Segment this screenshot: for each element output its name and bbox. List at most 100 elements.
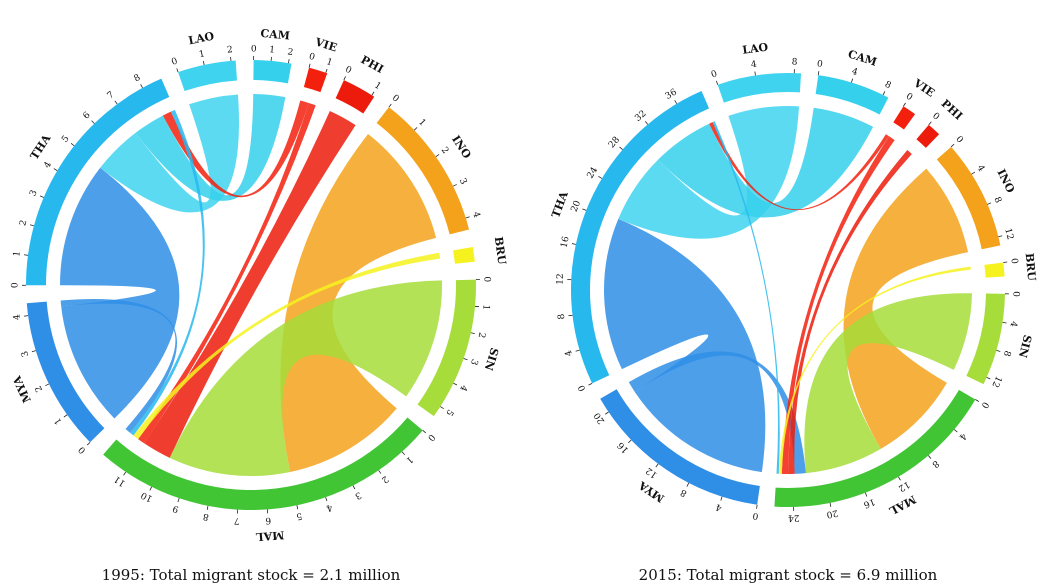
tick-label-ino: 12 [1002, 227, 1015, 241]
tick-label-tha: 24 [586, 165, 601, 180]
node-label-mya: MYA [10, 373, 34, 404]
caption-1995: 1995: Total migrant stock = 2.1 million [102, 566, 401, 584]
tick-label-mal: 8 [202, 511, 210, 522]
tick-mark [674, 100, 678, 104]
tick-mark [24, 315, 29, 317]
tick-mark [655, 463, 659, 468]
tick-mark [288, 59, 290, 64]
tick-label-bru: 0 [1008, 258, 1019, 265]
node-label-lao: LAO [742, 40, 770, 56]
tick-label-cam: 0 [251, 44, 257, 54]
tick-label-mal: 11 [112, 473, 127, 488]
tick-mark [986, 376, 991, 380]
tick-label-mal: 1 [404, 454, 415, 465]
tick-mark [571, 243, 576, 245]
node-label-lao: LAO [187, 29, 215, 47]
ribbon-ino-to-mal [280, 134, 437, 472]
tick-label-tha: 8 [557, 313, 568, 320]
tick-label-tha: 6 [81, 110, 92, 121]
tick-mark [452, 184, 457, 187]
tick-mark [605, 411, 609, 415]
tick-mark [575, 349, 580, 352]
tick-label-lao: 4 [750, 60, 757, 71]
tick-label-tha: 4 [42, 160, 54, 170]
tick-label-mal: 10 [139, 489, 154, 503]
arc-sin [417, 279, 476, 417]
tick-mark [1002, 322, 1007, 324]
tick-mark [413, 127, 418, 131]
tick-mark [975, 399, 980, 402]
node-label-mal: MAL [255, 528, 285, 543]
tick-mark [754, 71, 756, 76]
tick-mark [296, 505, 299, 510]
node-label-cam: CAM [846, 47, 878, 68]
tick-mark [308, 63, 311, 68]
arc-cam [815, 75, 889, 115]
tick-label-mya: 12 [644, 465, 659, 480]
node-label-sin: SIN [1016, 334, 1034, 360]
arc-bru [453, 247, 475, 264]
tick-label-tha: 3 [28, 189, 40, 198]
tick-mark [371, 91, 375, 96]
tick-mark [928, 121, 932, 126]
tick-mark [70, 143, 75, 147]
tick-label-tha: 5 [60, 134, 72, 145]
tick-label-sin: 5 [443, 407, 455, 417]
tick-label-sin: 0 [481, 276, 491, 282]
arc-ino [936, 146, 1001, 250]
tick-label-sin: 4 [457, 383, 469, 393]
tick-label-mal: 6 [265, 515, 272, 525]
node-label-vie: VIE [313, 35, 339, 54]
tick-mark [343, 76, 346, 81]
node-label-mal: MAL [887, 492, 918, 517]
tick-label-sin: 0 [1010, 291, 1020, 297]
tick-label-phi: 1 [372, 81, 382, 93]
tick-mark [140, 84, 143, 89]
tick-label-lao: 2 [227, 45, 234, 55]
tick-mark [378, 470, 382, 474]
tick-mark [114, 100, 118, 105]
tick-label-tha: 7 [106, 90, 117, 102]
tick-mark [91, 120, 95, 124]
tick-label-mya: 4 [12, 313, 23, 320]
tick-label-ino: 4 [975, 163, 987, 173]
tick-mark [206, 505, 209, 510]
ribbon-vie-to-tha [162, 100, 309, 198]
tick-mark [388, 103, 392, 108]
tick-mark [716, 80, 719, 85]
tick-label-tha: 12 [555, 273, 566, 285]
node-label-tha: THA [28, 132, 54, 162]
tick-mark [352, 485, 356, 490]
tick-label-sin: 8 [1001, 349, 1012, 358]
ribbon-cam-to-tha [658, 107, 874, 218]
tick-label-mya: 1 [53, 416, 64, 426]
tick-mark [23, 254, 29, 256]
tick-mark [453, 382, 458, 386]
arc-mya [26, 301, 105, 443]
tick-mark [644, 121, 649, 125]
tick-label-sin: 12 [989, 374, 1003, 389]
tick-label-mal: 12 [896, 479, 911, 493]
tick-label-vie: 1 [325, 57, 334, 68]
caption-2015: 2015: Total migrant stock = 6.9 million [639, 566, 938, 584]
arc-sin [966, 293, 1005, 385]
tick-mark [465, 216, 470, 219]
tick-mark [149, 486, 152, 491]
node-label-vie: VIE [911, 76, 937, 100]
tick-mark [123, 471, 127, 476]
arc-vie [893, 106, 916, 130]
tick-label-vie: 0 [904, 92, 914, 104]
ribbons [60, 94, 443, 476]
tick-label-tha: 1 [12, 250, 23, 257]
arc-lao [717, 73, 802, 103]
node-label-mya: MYA [636, 478, 667, 505]
tick-mark [39, 195, 44, 198]
tick-label-mal: 4 [956, 431, 968, 442]
tick-mark [720, 496, 723, 501]
tick-mark [987, 202, 992, 205]
node-label-tha: THA [549, 189, 571, 219]
tick-label-cam: 4 [850, 67, 859, 78]
tick-mark [29, 224, 35, 227]
